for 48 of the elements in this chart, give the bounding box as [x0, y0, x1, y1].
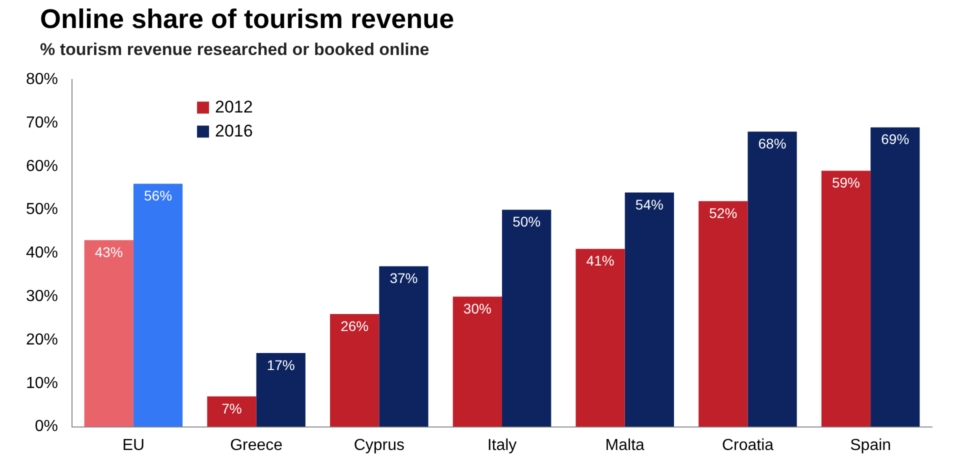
data-label: 41% — [586, 252, 614, 269]
bar — [330, 314, 380, 427]
y-tick-label: 40% — [26, 244, 58, 262]
x-tick-label: Spain — [850, 436, 892, 454]
data-label: 37% — [390, 270, 418, 286]
y-tick-label: 80% — [26, 71, 58, 88]
y-tick-label: 30% — [26, 288, 58, 306]
y-tick-label: 10% — [26, 374, 58, 392]
data-label: 43% — [94, 244, 123, 260]
data-label: 69% — [881, 131, 910, 148]
bar — [624, 192, 674, 427]
x-tick-label: Croatia — [722, 436, 774, 454]
chart-title: Online share of tourism revenue — [40, 4, 454, 35]
data-label: 54% — [635, 196, 664, 212]
data-label: 56% — [144, 188, 172, 204]
y-tick-label: 50% — [26, 201, 58, 218]
y-tick-label: 70% — [26, 114, 58, 132]
data-label: 59% — [832, 174, 860, 191]
x-tick-label: Greece — [230, 436, 283, 454]
data-label: 7% — [222, 400, 242, 416]
bar — [502, 210, 552, 427]
bar — [207, 396, 256, 427]
x-tick-label: Malta — [605, 436, 645, 454]
data-label: 30% — [463, 300, 492, 316]
bar — [133, 184, 183, 427]
bar — [256, 353, 306, 427]
data-label: 50% — [512, 214, 541, 230]
bar — [84, 240, 134, 427]
bar — [576, 248, 625, 427]
data-label: 26% — [340, 318, 369, 334]
bar — [870, 127, 920, 427]
bar — [821, 170, 871, 427]
bar — [379, 266, 428, 427]
y-tick-label: 20% — [26, 331, 58, 348]
bar — [748, 132, 797, 427]
x-tick-label: EU — [122, 436, 145, 454]
y-tick-label: 0% — [34, 418, 58, 436]
bar — [698, 201, 748, 427]
data-label: 68% — [758, 136, 786, 152]
data-label: 17% — [266, 356, 295, 373]
bar — [452, 296, 502, 427]
x-tick-label: Italy — [487, 436, 517, 454]
y-tick-label: 60% — [26, 158, 58, 175]
legend-label: 2012 — [215, 97, 253, 116]
legend-label: 2016 — [215, 121, 253, 140]
chart-subtitle: % tourism revenue researched or booked online — [40, 40, 430, 60]
data-label: 52% — [709, 204, 738, 221]
x-tick-label: Cyprus — [354, 436, 404, 454]
